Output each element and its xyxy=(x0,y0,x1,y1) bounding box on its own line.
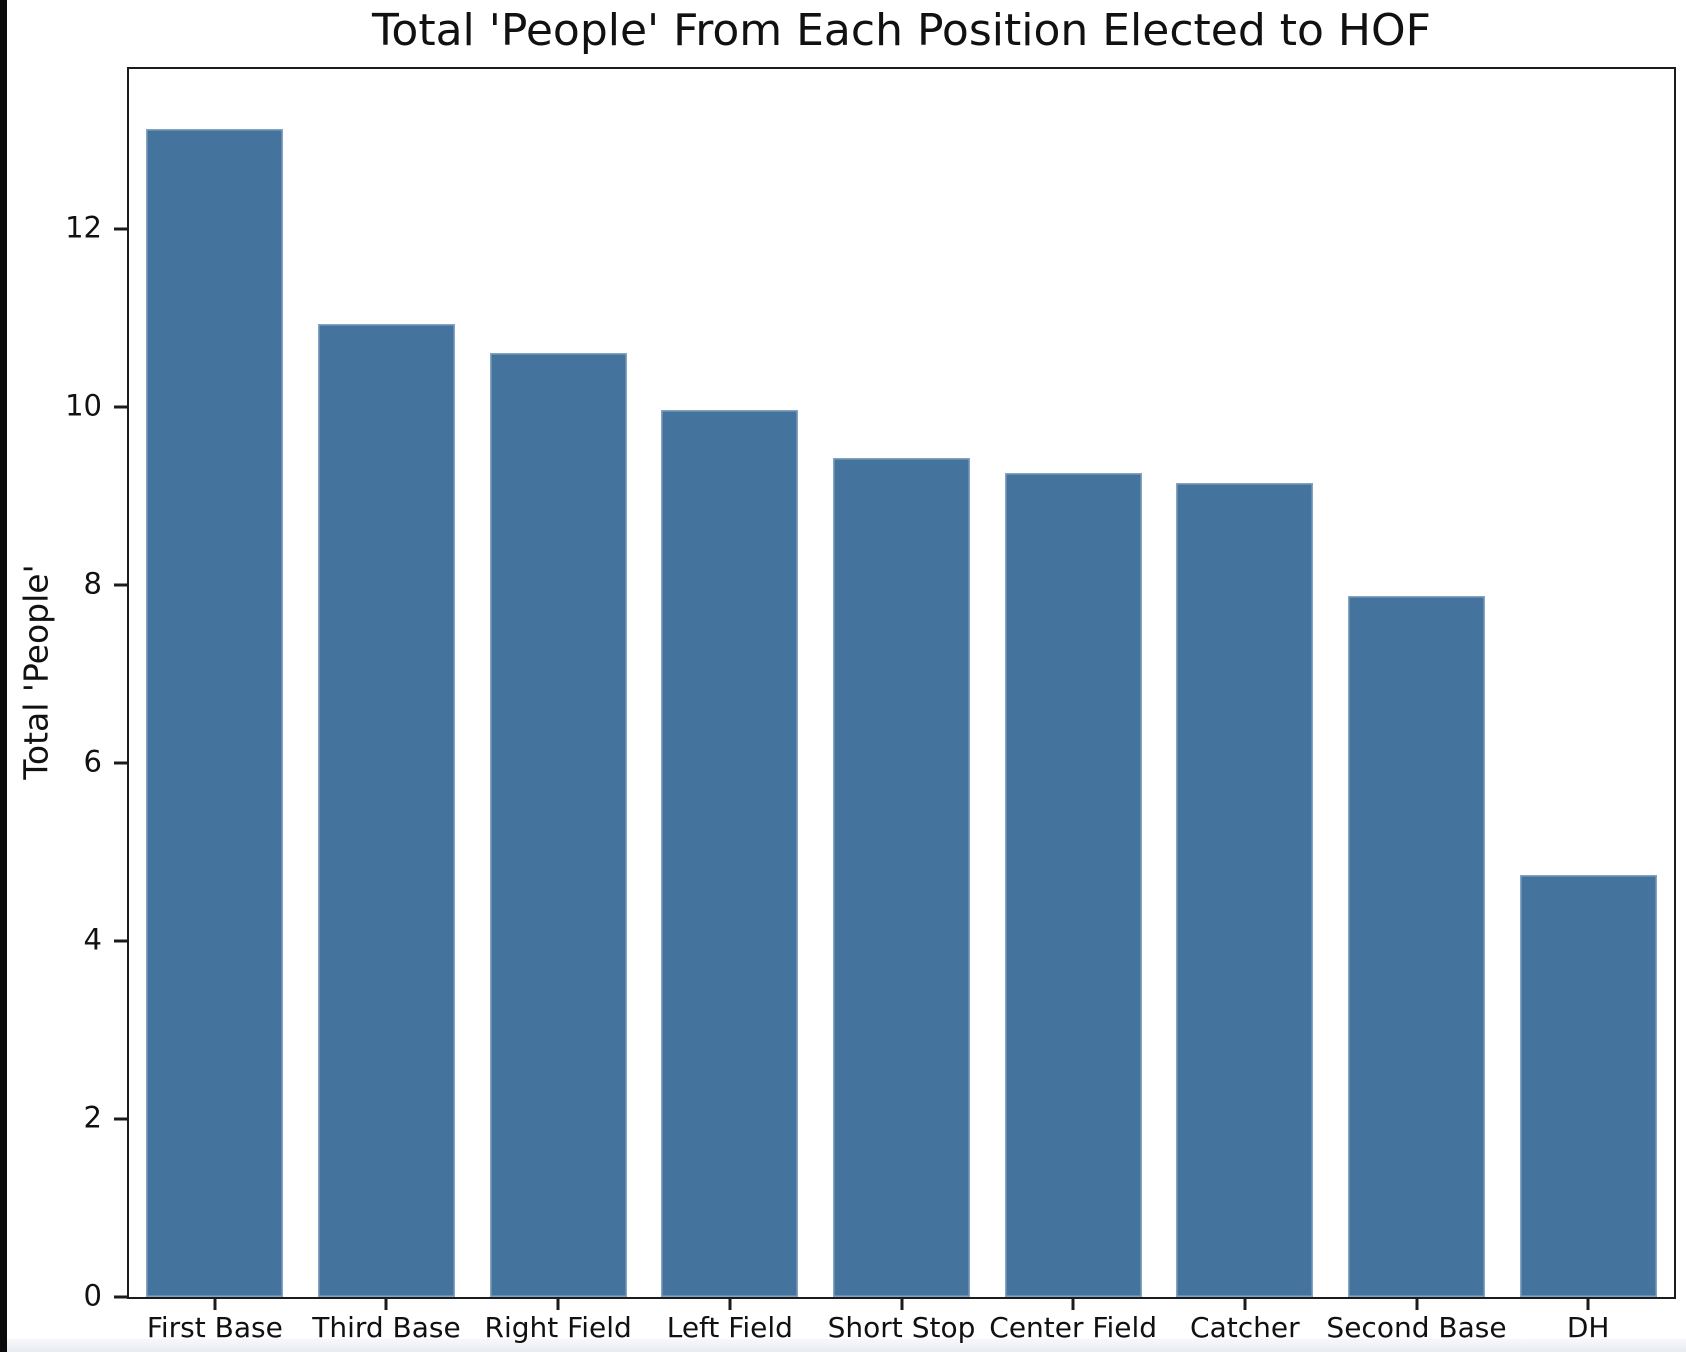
y-tick-label: 0 xyxy=(83,1278,102,1313)
window-bottom-edge xyxy=(7,1339,1686,1352)
x-tick-label: Second Base xyxy=(1326,1311,1507,1344)
x-tick-mark xyxy=(900,1297,903,1310)
y-tick-label: 12 xyxy=(65,210,102,245)
bar-second-base xyxy=(1347,595,1486,1297)
bar-short-stop xyxy=(832,457,971,1297)
y-tick-mark xyxy=(113,227,127,231)
x-tick-mark xyxy=(728,1297,732,1310)
bar-first-base xyxy=(146,128,284,1297)
y-tick-label: 6 xyxy=(83,744,102,779)
x-tick-label: Short Stop xyxy=(827,1311,976,1344)
window-left-edge xyxy=(0,0,7,1352)
y-tick-mark xyxy=(113,405,127,409)
y-tick-label: 4 xyxy=(83,922,102,957)
bar-dh xyxy=(1519,875,1657,1297)
x-tick-mark xyxy=(1415,1297,1418,1310)
y-tick-mark xyxy=(113,1117,127,1121)
x-tick-label: Catcher xyxy=(1190,1311,1300,1344)
bar-center-field xyxy=(1004,473,1142,1297)
y-tick-label: 2 xyxy=(83,1100,102,1135)
y-tick-mark xyxy=(113,761,127,765)
bar-right-field xyxy=(489,352,627,1297)
x-tick-label: First Base xyxy=(146,1311,283,1344)
y-tick-label: 10 xyxy=(65,388,102,423)
bar-catcher xyxy=(1176,482,1314,1297)
x-tick-mark xyxy=(1071,1297,1075,1310)
x-tick-label: Third Base xyxy=(312,1311,461,1344)
y-tick-mark xyxy=(113,583,127,587)
y-tick-mark xyxy=(113,1295,127,1299)
chart-title: Total 'People' From Each Position Electe… xyxy=(372,5,1431,56)
x-tick-mark xyxy=(1586,1297,1590,1310)
x-tick-mark xyxy=(1243,1297,1247,1310)
bar-third-base xyxy=(317,324,456,1297)
y-tick-mark xyxy=(113,939,127,943)
bar-left-field xyxy=(661,409,799,1297)
y-tick-label: 8 xyxy=(83,566,102,601)
x-tick-label: Left Field xyxy=(666,1311,793,1344)
x-tick-mark xyxy=(213,1297,217,1310)
x-tick-label: Center Field xyxy=(989,1311,1158,1344)
x-tick-mark xyxy=(384,1297,388,1310)
x-tick-mark xyxy=(556,1297,560,1310)
x-tick-label: Right Field xyxy=(484,1311,632,1344)
x-tick-label: DH xyxy=(1566,1311,1610,1344)
plot-area: First Base Third Base Right Field Left Fiel… xyxy=(65,67,1676,1343)
